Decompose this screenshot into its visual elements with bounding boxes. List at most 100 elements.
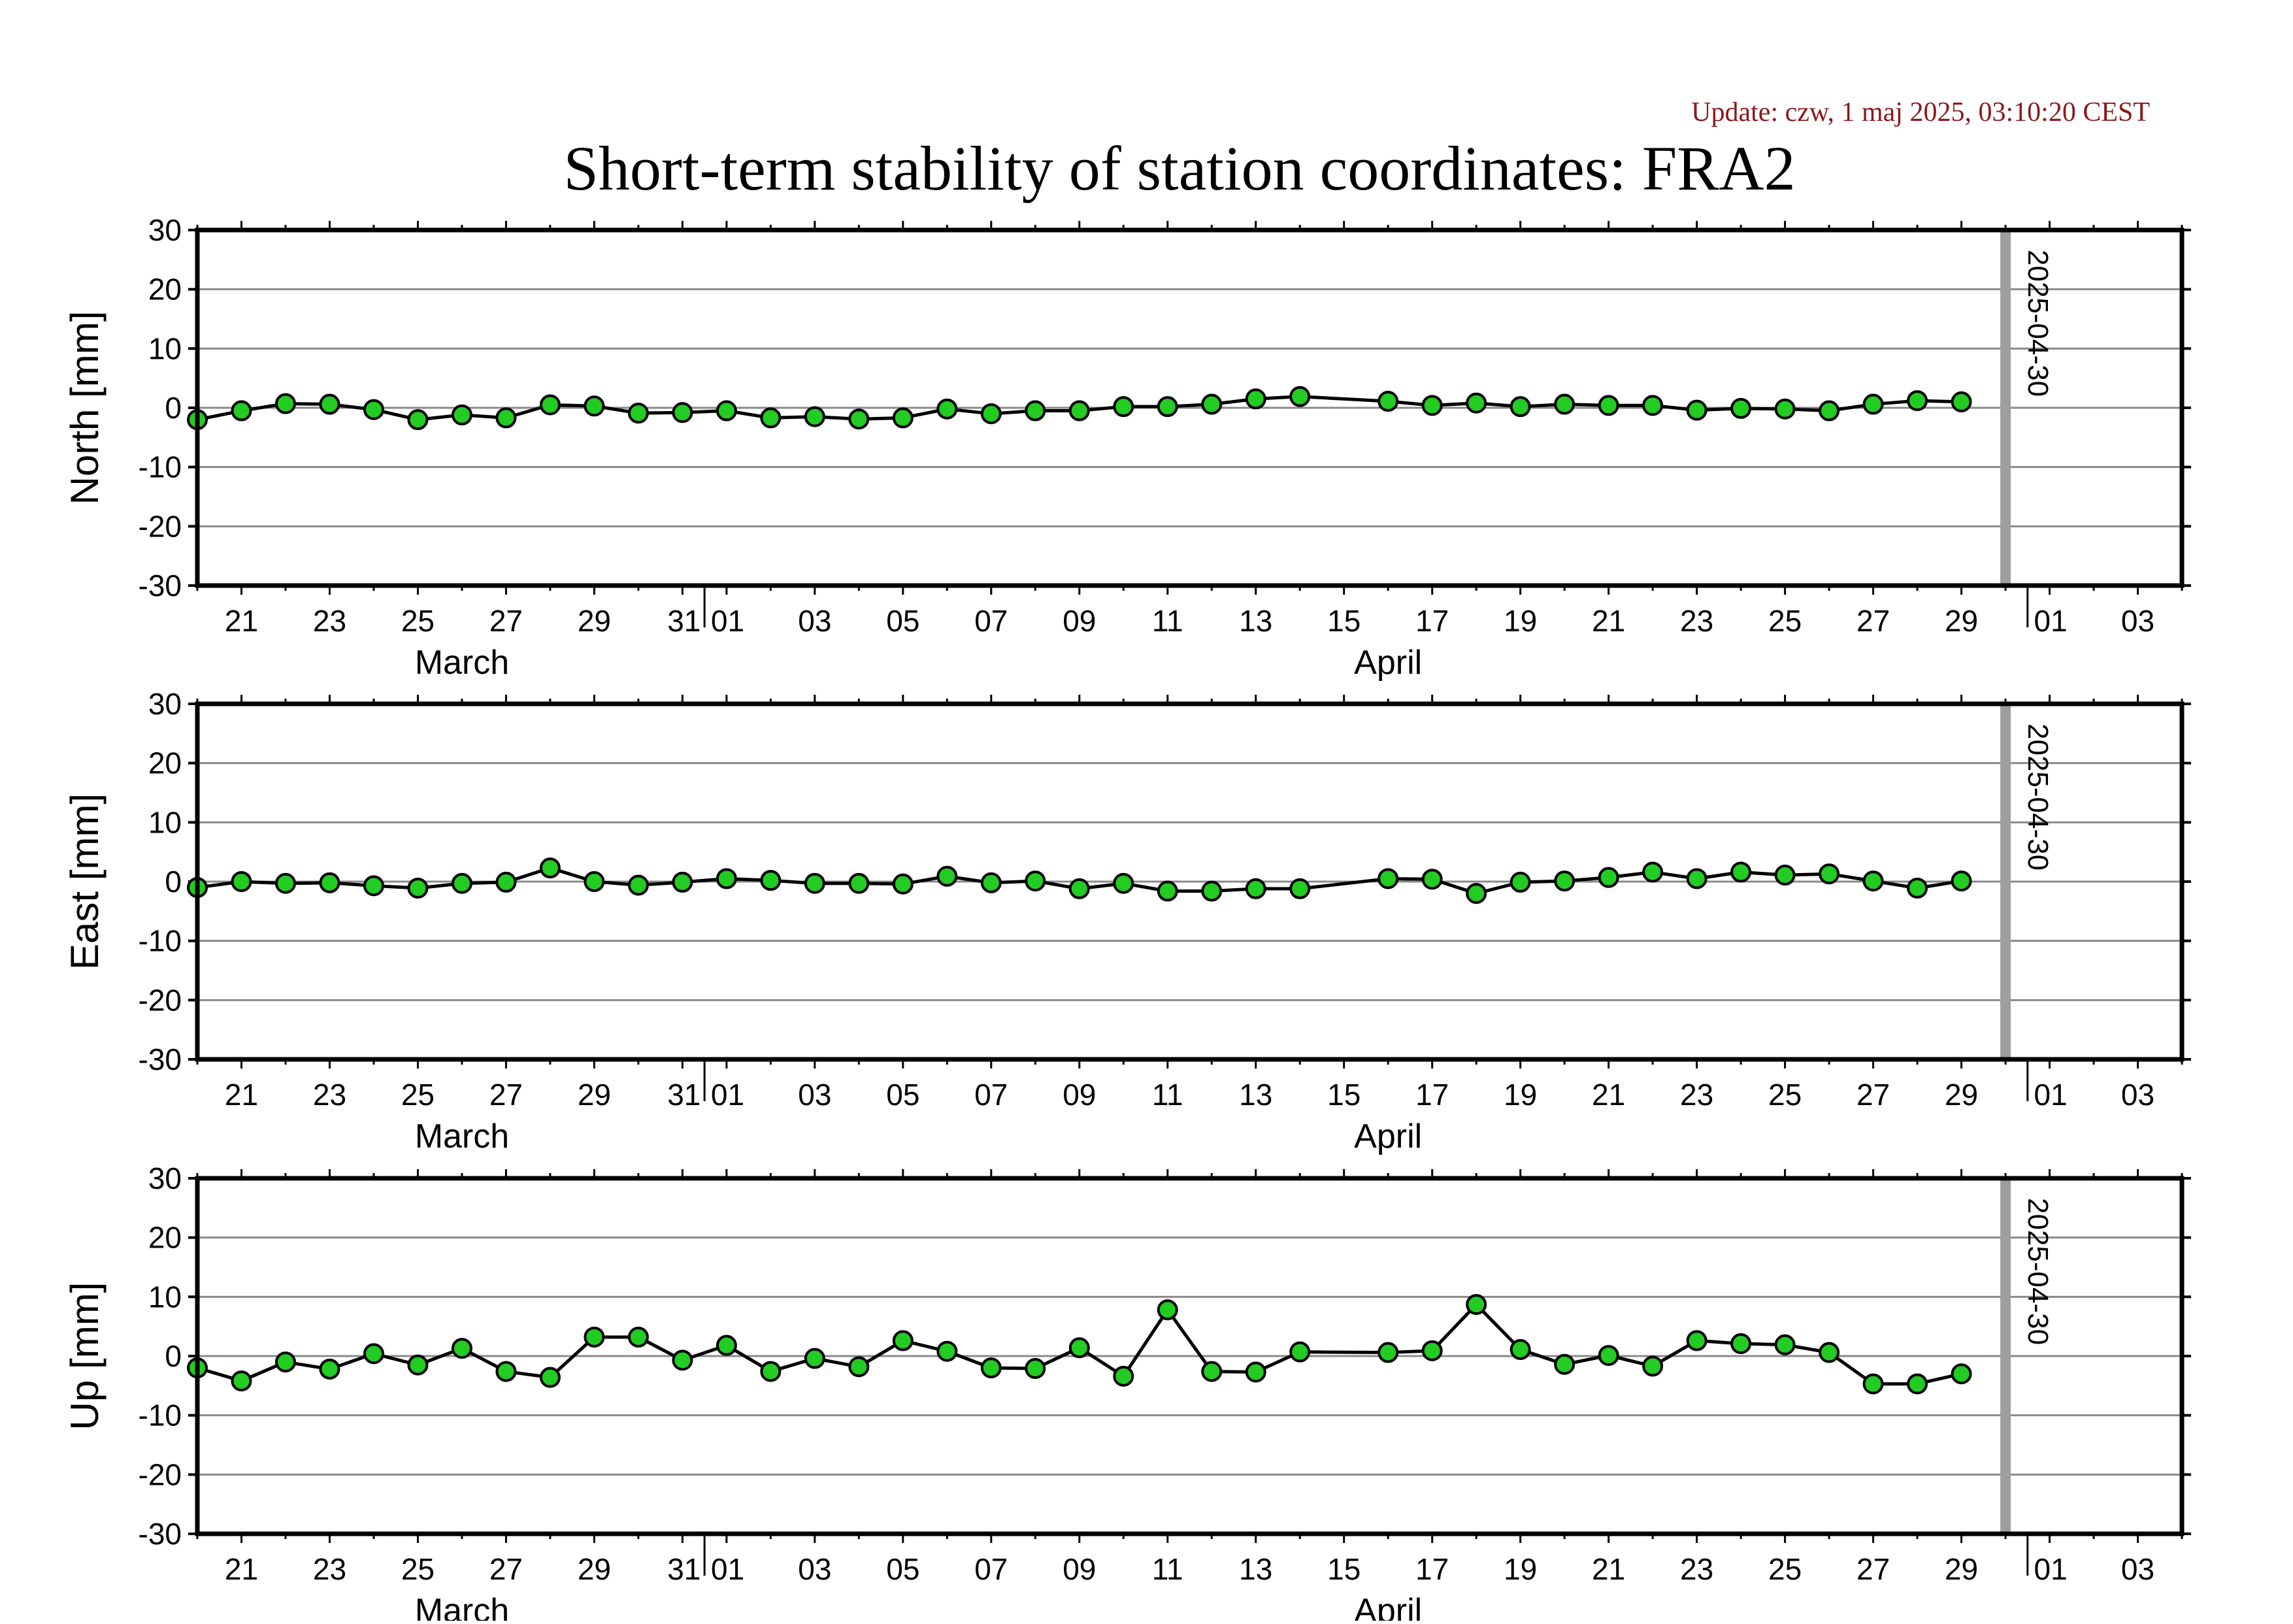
- data-point: [1862, 1373, 1884, 1395]
- data-point: [1245, 388, 1266, 410]
- x-tick-label: 31: [667, 604, 701, 638]
- x-tick-label: 15: [1327, 1078, 1361, 1112]
- x-tick-label: 05: [886, 1552, 919, 1586]
- data-point: [936, 398, 958, 420]
- y-tick-label: 0: [165, 865, 182, 899]
- data-point: [1509, 1339, 1531, 1361]
- y-tick-label: 20: [148, 746, 182, 780]
- y-tick-label: -10: [139, 924, 182, 958]
- data-point: [716, 1334, 737, 1356]
- x-tick-label: 29: [578, 604, 611, 638]
- x-tick-label: 03: [2121, 604, 2154, 638]
- data-point: [1774, 865, 1796, 886]
- data-point: [584, 395, 605, 417]
- data-point: [1951, 870, 1972, 892]
- x-tick-label: 11: [1152, 604, 1183, 638]
- data-point: [627, 874, 649, 896]
- data-point: [980, 403, 1002, 425]
- month-label: April: [1354, 1118, 1422, 1155]
- y-tick-label: 0: [165, 391, 182, 425]
- y-tick-label: -20: [139, 983, 182, 1017]
- plot-frame: [195, 227, 2185, 588]
- x-tick-label: 27: [489, 1078, 523, 1112]
- data-point: [672, 871, 693, 893]
- y-axis-label: East [mm]: [63, 793, 107, 970]
- data-point: [319, 872, 340, 893]
- marker-line-label: 2025-04-30: [2022, 723, 2054, 870]
- data-point: [627, 403, 649, 424]
- data-point: [1068, 400, 1090, 422]
- data-point: [980, 872, 1002, 893]
- x-tick-label: 15: [1327, 604, 1361, 638]
- data-point: [584, 871, 605, 892]
- x-tick-label: 19: [1504, 604, 1537, 638]
- data-point: [495, 407, 517, 429]
- x-tick-label: 21: [225, 604, 258, 638]
- data-point: [451, 872, 472, 894]
- x-tick-label: 23: [313, 1552, 346, 1586]
- data-point: [451, 404, 472, 425]
- data-point: [1642, 1355, 1664, 1377]
- data-point: [1686, 1330, 1707, 1351]
- data-point: [1466, 883, 1487, 904]
- series-line: [197, 395, 1962, 422]
- month-label: March: [415, 644, 509, 682]
- data-point: [274, 393, 296, 414]
- data-point: [1554, 393, 1575, 415]
- data-point: [716, 868, 737, 889]
- x-tick-label: 13: [1239, 1552, 1272, 1586]
- data-point: [1421, 869, 1443, 890]
- x-tick-label: 03: [2121, 1552, 2154, 1586]
- x-tick-label: 27: [489, 604, 523, 638]
- data-point: [1377, 391, 1399, 412]
- x-tick-label: 21: [1592, 1552, 1625, 1586]
- x-tick-label: 27: [489, 1552, 523, 1586]
- data-point: [1819, 400, 1840, 422]
- data-point: [1598, 867, 1619, 888]
- data-point: [1907, 877, 1928, 899]
- update-timestamp: Update: czw, 1 maj 2025, 03:10:20 CEST: [1691, 97, 2150, 127]
- data-point: [1245, 1361, 1266, 1383]
- x-tick-label: 21: [225, 1078, 258, 1112]
- x-tick-label: 07: [974, 1552, 1008, 1586]
- data-point: [1113, 396, 1134, 418]
- data-point: [1907, 390, 1928, 412]
- data-point: [231, 400, 252, 422]
- data-point: [1686, 868, 1707, 889]
- data-point: [1819, 863, 1840, 885]
- x-tick-label: 01: [711, 1078, 744, 1112]
- data-point: [1862, 870, 1884, 892]
- y-tick-label: -30: [139, 569, 182, 603]
- data-point: [892, 873, 914, 895]
- data-point: [1642, 861, 1664, 883]
- data-point: [584, 1326, 605, 1348]
- data-point: [1201, 393, 1223, 415]
- x-tick-label: 05: [886, 1078, 919, 1112]
- data-point: [892, 1330, 914, 1351]
- x-tick-label: 01: [2034, 1078, 2068, 1112]
- data-point: [1201, 880, 1223, 902]
- data-point: [716, 400, 737, 422]
- x-tick-label: 23: [1680, 1552, 1713, 1586]
- data-point: [892, 407, 914, 429]
- x-tick-label: 29: [1945, 1552, 1978, 1586]
- data-point: [1951, 1363, 1972, 1385]
- data-point: [1730, 397, 1752, 419]
- y-tick-label: 20: [148, 1221, 182, 1255]
- data-point: [1554, 1353, 1575, 1375]
- data-point: [1819, 1342, 1840, 1363]
- data-point: [1377, 1342, 1399, 1363]
- data-point: [1730, 1333, 1752, 1354]
- data-point: [1421, 1340, 1443, 1361]
- x-tick-label: 19: [1504, 1078, 1537, 1112]
- x-tick-label: 13: [1239, 604, 1272, 638]
- x-tick-label: 23: [1680, 604, 1713, 638]
- data-point: [627, 1326, 649, 1348]
- month-label: March: [415, 1592, 509, 1621]
- x-tick-label: 27: [1856, 1078, 1890, 1112]
